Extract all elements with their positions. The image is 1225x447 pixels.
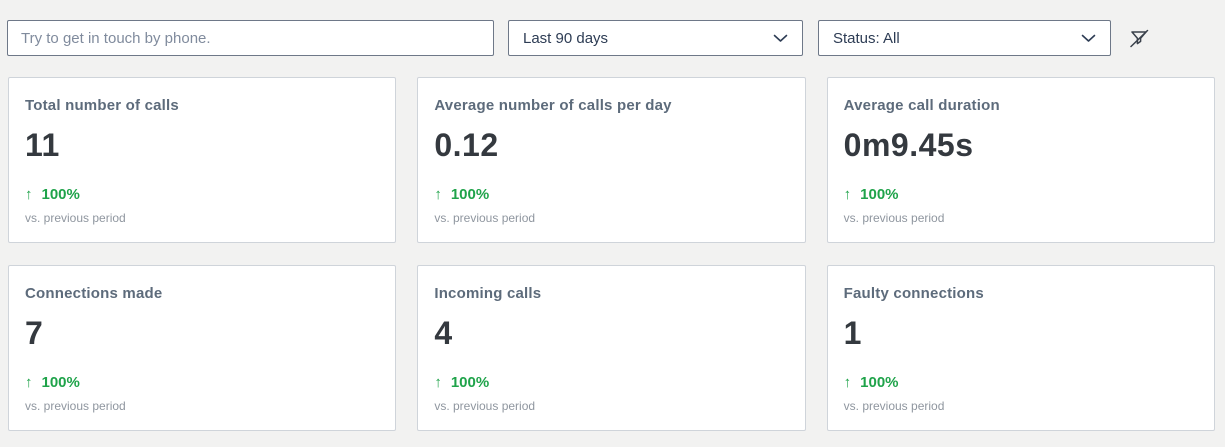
trend-caption: vs. previous period — [25, 399, 126, 413]
status-dropdown[interactable]: Status: All — [818, 20, 1111, 56]
stat-card-connections-made: Connections made 7 ↑ 100% vs. previous p… — [8, 265, 397, 431]
trend-up-icon: ↑ — [843, 186, 852, 203]
trend-up-icon: ↑ — [25, 186, 33, 203]
trend-up-icon: ↑ — [25, 374, 33, 391]
card-value: 4 — [434, 315, 453, 351]
trend-up-icon: ↑ — [434, 374, 442, 391]
card-trend: ↑ 100% — [844, 186, 1198, 203]
card-value: 0.12 — [434, 127, 499, 163]
trend-value: 100% — [41, 186, 80, 203]
trend-up-icon: ↑ — [843, 374, 852, 391]
trend-value: 100% — [860, 186, 899, 203]
card-title: Average number of calls per day — [434, 97, 672, 114]
date-range-selected-value: Last 90 days — [523, 29, 609, 47]
stat-card-faulty-connections: Faulty connections 1 ↑ 100% vs. previous… — [826, 265, 1215, 431]
trend-caption: vs. previous period — [843, 399, 945, 413]
card-trend: ↑ 100% — [25, 186, 379, 203]
trend-value: 100% — [450, 186, 490, 203]
stat-card-incoming-calls: Incoming calls 4 ↑ 100% vs. previous per… — [417, 265, 806, 431]
filter-bar: Last 90 days Status: All — [0, 0, 1225, 56]
stat-card-avg-calls-per-day: Average number of calls per day 0.12 ↑ 1… — [417, 77, 806, 243]
clear-filter-icon — [1127, 26, 1151, 50]
card-trend: ↑ 100% — [25, 374, 379, 391]
card-value: 7 — [25, 315, 44, 351]
card-title: Incoming calls — [434, 285, 542, 302]
trend-caption: vs. previous period — [434, 211, 536, 225]
stat-card-total-calls: Total number of calls 11 ↑ 100% vs. prev… — [8, 77, 397, 243]
card-trend: ↑ 100% — [844, 374, 1198, 391]
card-title: Faulty connections — [843, 285, 984, 302]
card-value: 1 — [843, 315, 862, 351]
card-value: 0m9.45s — [843, 127, 974, 163]
card-value: 11 — [25, 127, 60, 163]
clear-filters-button[interactable] — [1119, 20, 1159, 56]
stat-card-avg-call-duration: Average call duration 0m9.45s ↑ 100% vs.… — [826, 77, 1215, 243]
card-trend: ↑ 100% — [434, 374, 788, 391]
card-title: Average call duration — [843, 97, 1000, 114]
search-input[interactable] — [7, 20, 494, 56]
card-title: Connections made — [25, 285, 163, 302]
date-range-dropdown[interactable]: Last 90 days — [508, 20, 803, 56]
trend-caption: vs. previous period — [25, 211, 126, 225]
trend-up-icon: ↑ — [434, 186, 442, 203]
trend-value: 100% — [450, 374, 490, 391]
chevron-down-icon — [773, 34, 788, 43]
trend-value: 100% — [860, 374, 899, 391]
status-selected-value: Status: All — [833, 29, 900, 47]
card-title: Total number of calls — [25, 97, 179, 114]
chevron-down-icon — [1081, 34, 1096, 43]
trend-caption: vs. previous period — [434, 399, 536, 413]
stats-grid: Total number of calls 11 ↑ 100% vs. prev… — [8, 77, 1215, 431]
trend-value: 100% — [41, 374, 80, 391]
trend-caption: vs. previous period — [843, 211, 945, 225]
card-trend: ↑ 100% — [434, 186, 788, 203]
